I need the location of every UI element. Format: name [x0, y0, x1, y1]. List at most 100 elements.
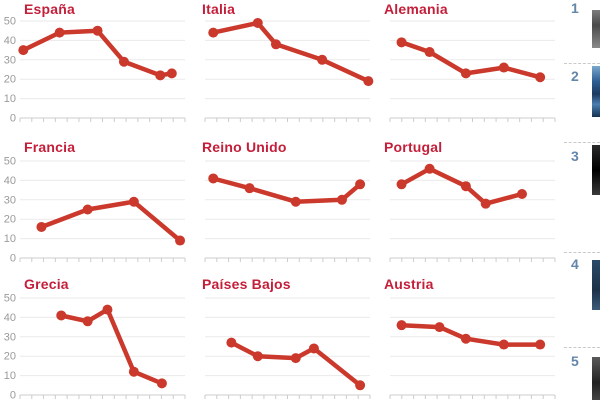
article-thumbnail[interactable] — [592, 260, 600, 310]
data-point-marker — [102, 304, 113, 315]
data-point-marker — [175, 235, 186, 246]
chart-cell: Austria — [375, 270, 560, 400]
data-point-marker — [56, 310, 67, 321]
sidebar-divider — [564, 252, 600, 253]
chart-cell: Alemania — [375, 0, 560, 135]
chart-cell: Italia — [190, 0, 375, 135]
data-point-marker — [460, 181, 471, 192]
data-point-marker — [36, 221, 47, 232]
data-point-marker — [54, 27, 65, 38]
y-axis-label: 40 — [4, 35, 16, 47]
data-point-marker — [434, 322, 445, 333]
data-point-marker — [396, 320, 407, 331]
chart-cell: Portugal — [375, 135, 560, 270]
rank-number: 3 — [571, 148, 579, 164]
trend-line — [39, 199, 183, 243]
chart-cell: Francia 0 10 20 30 40 50 — [0, 135, 190, 270]
y-axis-label: 40 — [4, 175, 16, 187]
data-point-marker — [460, 333, 471, 344]
sidebar-divider — [564, 347, 600, 348]
data-point-marker — [128, 196, 139, 207]
most-viewed-sidebar: 1 2 3 4 5 — [560, 0, 600, 400]
data-point-marker — [92, 25, 103, 36]
y-axis-label: 20 — [4, 214, 16, 226]
data-point-marker — [355, 179, 366, 190]
y-axis-label: 10 — [4, 93, 16, 105]
y-axis-label: 0 — [10, 113, 16, 125]
y-axis-label: 30 — [4, 331, 16, 343]
data-point-marker — [517, 188, 527, 199]
article-thumbnail[interactable] — [592, 66, 600, 117]
data-point-marker — [18, 45, 29, 56]
y-axis-label: 10 — [4, 233, 16, 245]
data-point-marker — [82, 204, 93, 215]
chart-title: Francia — [24, 139, 76, 155]
article-thumbnail[interactable] — [592, 357, 600, 400]
data-point-marker — [156, 378, 167, 389]
trend-line — [211, 20, 371, 84]
data-point-marker — [355, 380, 366, 391]
data-point-marker — [118, 56, 129, 67]
rank-number: 5 — [571, 353, 579, 369]
chart-cell: España 0 10 20 30 40 50 — [0, 0, 190, 135]
data-point-marker — [336, 194, 347, 205]
data-point-marker — [424, 47, 435, 58]
data-point-marker — [498, 62, 509, 73]
y-axis-label: 20 — [4, 351, 16, 363]
data-point-marker — [270, 39, 281, 50]
chart-plot: 0 10 20 30 40 50 — [4, 293, 186, 400]
chart-title: Grecia — [24, 276, 69, 292]
article-thumbnail[interactable] — [592, 145, 600, 195]
data-point-marker — [290, 353, 301, 364]
y-axis-label: 50 — [4, 293, 16, 305]
data-point-marker — [317, 54, 328, 65]
most-viewed-item[interactable]: 3 — [560, 148, 600, 164]
most-viewed-item[interactable]: 2 — [560, 68, 600, 84]
data-point-marker — [252, 17, 263, 28]
small-multiples-grid: España 0 10 20 30 40 50 Italia Alemania Francia 0 1… — [0, 0, 560, 400]
data-point-marker — [535, 72, 546, 83]
chart-cell: Reino Unido — [190, 135, 375, 270]
data-point-marker — [460, 68, 471, 79]
y-axis-label: 10 — [4, 370, 16, 382]
chart-plot — [204, 17, 374, 122]
article-thumbnail[interactable] — [592, 10, 600, 48]
trend-line — [21, 28, 175, 78]
chart-title: España — [24, 1, 75, 17]
chart-cell: Países Bajos — [190, 270, 375, 400]
y-axis-label: 20 — [4, 74, 16, 86]
chart-title: Portugal — [384, 139, 443, 155]
most-viewed-item[interactable]: 5 — [560, 353, 600, 369]
y-axis-label: 50 — [4, 16, 16, 28]
y-axis-label: 50 — [4, 156, 16, 168]
chart-cell: Grecia 0 10 20 30 40 50 — [0, 270, 190, 400]
chart-title: Reino Unido — [202, 139, 287, 155]
chart-plot — [389, 160, 556, 262]
data-point-marker — [155, 70, 166, 81]
chart-plot — [204, 297, 371, 399]
most-viewed-item[interactable]: 4 — [560, 256, 600, 272]
sidebar-divider — [564, 63, 600, 64]
trend-line — [229, 340, 363, 388]
data-point-marker — [498, 339, 509, 350]
trend-line — [399, 322, 543, 347]
chart-plot: 0 10 20 30 40 50 — [4, 16, 186, 125]
data-point-marker — [226, 337, 237, 348]
sidebar-divider — [564, 142, 600, 143]
most-viewed-item[interactable]: 1 — [560, 0, 600, 16]
data-point-marker — [290, 196, 301, 207]
y-axis-label: 30 — [4, 54, 16, 66]
data-point-marker — [128, 366, 139, 377]
y-axis-label: 0 — [10, 390, 16, 400]
chart-title: Alemania — [384, 1, 448, 17]
data-point-marker — [396, 37, 407, 48]
y-axis-label: 30 — [4, 194, 16, 206]
data-point-marker — [252, 351, 263, 362]
data-point-marker — [208, 173, 219, 184]
data-point-marker — [82, 316, 93, 327]
chart-title: Países Bajos — [202, 276, 291, 292]
chart-title: Italia — [202, 1, 236, 17]
rank-number: 4 — [571, 256, 579, 272]
chart-plot — [389, 297, 556, 399]
